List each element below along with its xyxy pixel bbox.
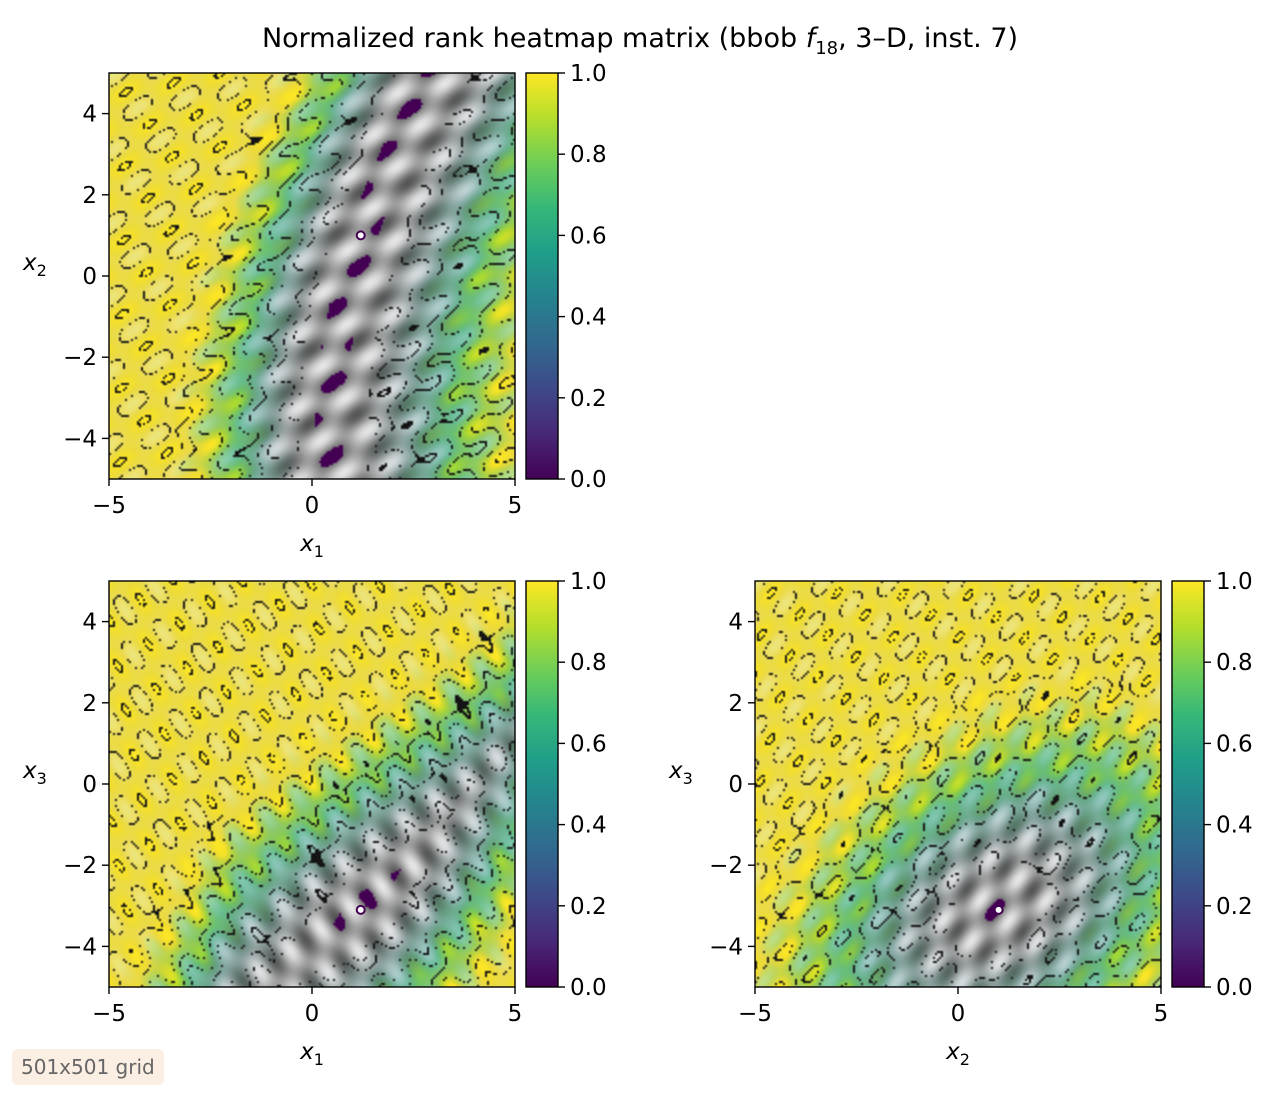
y-tick-label: −2 bbox=[63, 853, 97, 879]
colorbar-tick-label: 0.6 bbox=[1216, 731, 1253, 757]
y-tick-label: −2 bbox=[709, 853, 743, 879]
grid-size-badge: 501x501 grid bbox=[12, 1049, 164, 1085]
minimum-marker bbox=[357, 906, 365, 914]
colorbar: 0.0 0.2 0.4 0.6 0.8 1.0 bbox=[526, 61, 607, 493]
colorbar-tick-label: 0.4 bbox=[1216, 813, 1253, 839]
colorbar-tick-label: 0.6 bbox=[570, 223, 607, 249]
y-tick-label: 4 bbox=[728, 610, 743, 636]
x-tick-label: −5 bbox=[92, 1001, 126, 1027]
x-axis-label: x1 bbox=[299, 1039, 324, 1069]
colorbar-gradient bbox=[526, 73, 558, 479]
x-axis-label: x1 bbox=[299, 531, 324, 561]
y-axis-label: x3 bbox=[22, 758, 47, 788]
colorbar-tick-label: 1.0 bbox=[1216, 569, 1253, 595]
x-tick-label: 5 bbox=[1154, 1001, 1169, 1027]
y-tick-label: −4 bbox=[709, 934, 743, 960]
heatmap-image bbox=[109, 73, 515, 479]
colorbar-gradient bbox=[526, 581, 558, 987]
minimum-marker bbox=[995, 906, 1003, 914]
x-tick-label: 0 bbox=[305, 1001, 320, 1027]
y-tick-label: −4 bbox=[63, 426, 97, 452]
y-tick-label: 4 bbox=[82, 610, 97, 636]
colorbar-tick-label: 0.0 bbox=[1216, 975, 1253, 1001]
heatmap-image bbox=[755, 581, 1161, 987]
y-tick-label: −4 bbox=[63, 934, 97, 960]
x-axis-label: x2 bbox=[945, 1039, 970, 1069]
colorbar-tick-label: 1.0 bbox=[570, 61, 607, 87]
colorbar-tick-label: 1.0 bbox=[570, 569, 607, 595]
colorbar-tick-label: 0.8 bbox=[570, 142, 607, 168]
y-axis-label: x2 bbox=[22, 250, 47, 280]
colorbar-tick-label: 0.2 bbox=[570, 386, 607, 412]
colorbar: 0.0 0.2 0.4 0.6 0.8 1.0 bbox=[1172, 569, 1253, 1001]
x-tick-label: 5 bbox=[508, 493, 523, 519]
x-tick-label: 5 bbox=[508, 1001, 523, 1027]
x-tick-label: 0 bbox=[305, 493, 320, 519]
colorbar: 0.0 0.2 0.4 0.6 0.8 1.0 bbox=[526, 569, 607, 1001]
x-tick-label: −5 bbox=[92, 493, 126, 519]
y-tick-label: 2 bbox=[728, 691, 743, 717]
colorbar-tick-label: 0.2 bbox=[570, 894, 607, 920]
y-tick-label: 0 bbox=[728, 772, 743, 798]
colorbar-gradient bbox=[1172, 581, 1204, 987]
y-tick-label: 2 bbox=[82, 183, 97, 209]
colorbar-tick-label: 0.4 bbox=[570, 813, 607, 839]
colorbar-tick-label: 0.8 bbox=[1216, 650, 1253, 676]
figure-title: Normalized rank heatmap matrix (bbob f18… bbox=[262, 23, 1018, 59]
y-tick-label: 0 bbox=[82, 772, 97, 798]
subplot-x2-x3: −5 0 5 −4 −2 0 2 4 x2 x3 0.0 0.2 0.4 0.6 0.8 1.0 bbox=[668, 569, 1253, 1069]
colorbar-tick-label: 0.0 bbox=[570, 975, 607, 1001]
y-tick-label: 0 bbox=[82, 264, 97, 290]
y-tick-label: −2 bbox=[63, 345, 97, 371]
x-tick-label: −5 bbox=[738, 1001, 772, 1027]
x-tick-label: 0 bbox=[951, 1001, 966, 1027]
colorbar-tick-label: 0.0 bbox=[570, 467, 607, 493]
minimum-marker bbox=[357, 231, 365, 239]
colorbar-tick-label: 0.8 bbox=[570, 650, 607, 676]
y-axis-label: x3 bbox=[668, 758, 693, 788]
y-tick-label: 2 bbox=[82, 691, 97, 717]
colorbar-tick-label: 0.6 bbox=[570, 731, 607, 757]
subplot-x1-x2: −5 0 5 −4 −2 0 2 4 x1 x2 0.0 0.2 0.4 0.6 0.8 1.0 bbox=[22, 61, 607, 561]
colorbar-tick-label: 0.4 bbox=[570, 305, 607, 331]
y-tick-label: 4 bbox=[82, 102, 97, 128]
subplot-x1-x3: −5 0 5 −4 −2 0 2 4 x1 x3 0.0 0.2 0.4 0.6 0.8 1.0 bbox=[22, 569, 607, 1069]
colorbar-tick-label: 0.2 bbox=[1216, 894, 1253, 920]
heatmap-image bbox=[109, 581, 515, 987]
